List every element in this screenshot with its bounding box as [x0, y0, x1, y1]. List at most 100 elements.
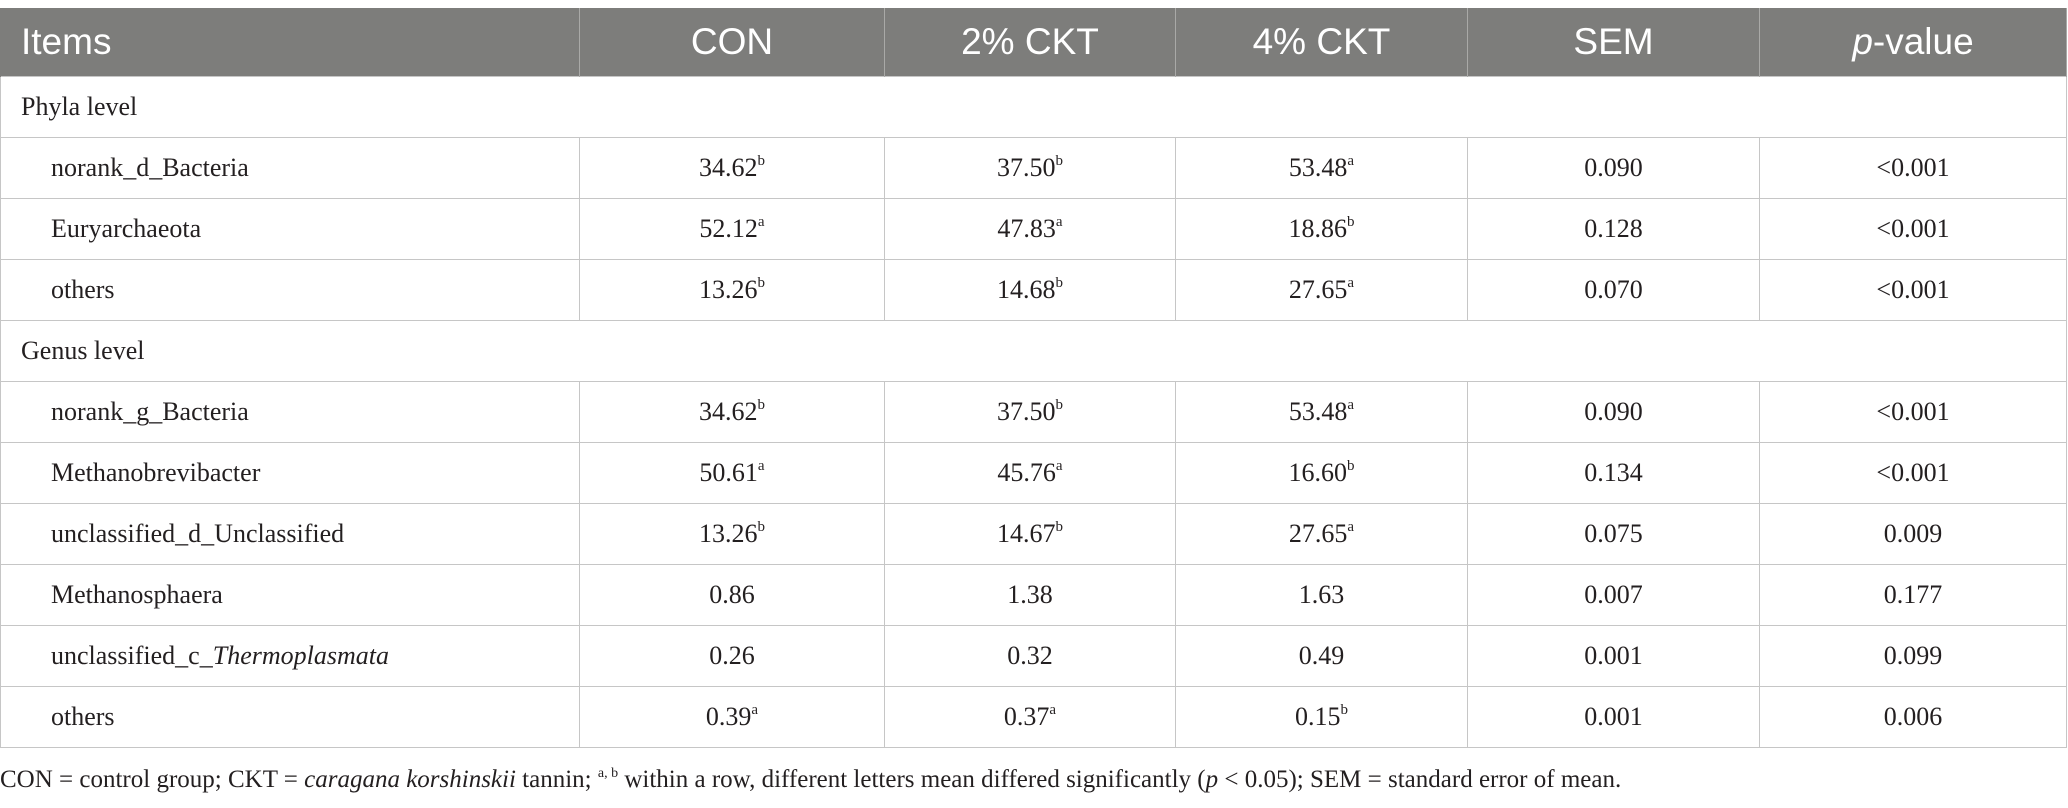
cell-2-ckt: 47.83a [884, 198, 1176, 260]
row-item-name: unclassified_c_ [51, 641, 213, 670]
cell-con-value: 34.62 [699, 153, 758, 182]
cell-p-value: 0.177 [1759, 564, 2067, 626]
cell-p-value: <0.001 [1759, 442, 2067, 504]
footnote-part4: within a row, different letters mean dif… [618, 766, 1206, 793]
cell-con-letter: b [757, 275, 766, 291]
cell-2-ckt-value: 47.83 [997, 214, 1056, 243]
section-row: Phyla level [0, 76, 2067, 138]
table-row: norank_d_Bacteria 34.62b 37.50b 53.48a 0.090… [0, 137, 2067, 199]
row-item-cell: unclassified_d_Unclassified [0, 503, 580, 565]
cell-sem: 0.001 [1467, 686, 1760, 748]
cell-4-ckt-letter: b [1340, 702, 1349, 718]
cell-4-ckt: 1.63 [1175, 564, 1468, 626]
cell-2-ckt-letter: b [1055, 519, 1064, 535]
cell-2-ckt: 37.50b [884, 381, 1176, 443]
row-item-cell: others [0, 259, 580, 321]
cell-con-value: 50.61 [699, 458, 758, 487]
cell-sem: 0.090 [1467, 137, 1760, 199]
cell-sem: 0.001 [1467, 625, 1760, 687]
header-row: Items CON 2% CKT 4% CKT SEM p-value [0, 8, 2067, 77]
cell-2-ckt-value: 45.76 [997, 458, 1056, 487]
cell-p-value: <0.001 [1759, 198, 2067, 260]
cell-4-ckt: 18.86b [1175, 198, 1468, 260]
footnote-species: caragana korshinskii [304, 766, 516, 793]
table-row: Methanosphaera 0.86 1.38 1.63 0.007 0.177 [0, 564, 2067, 626]
cell-2-ckt-value: 37.50 [997, 153, 1056, 182]
cell-con: 0.26 [579, 625, 885, 687]
cell-con: 52.12a [579, 198, 885, 260]
table-row: unclassified_d_Unclassified 13.26b 14.67b 2… [0, 503, 2067, 565]
header-con: CON [579, 8, 885, 77]
table-row: unclassified_c_Thermoplasmata 0.26 0.32 0.4… [0, 625, 2067, 687]
cell-4-ckt: 53.48a [1175, 381, 1468, 443]
cell-4-ckt: 27.65a [1175, 259, 1468, 321]
header-sem: SEM [1467, 8, 1760, 77]
cell-4-ckt-letter: b [1347, 458, 1355, 474]
row-item-name: norank_g_Bacteria [51, 397, 249, 426]
footnote-part1: CON = control group; CKT = [0, 766, 305, 793]
cell-4-ckt-value: 1.63 [1298, 580, 1345, 609]
cell-4-ckt: 27.65a [1175, 503, 1468, 565]
table-row: Methanobrevibacter 50.61a 45.76a 16.60b 0.13… [0, 442, 2067, 504]
cell-4-ckt-value: 16.60 [1288, 458, 1348, 487]
cell-con: 13.26b [579, 259, 885, 321]
header-items: Items [0, 8, 580, 77]
cell-con-letter: a [757, 458, 765, 474]
cell-4-ckt: 16.60b [1175, 442, 1468, 504]
cell-sem: 0.090 [1467, 381, 1760, 443]
row-item-cell: norank_g_Bacteria [0, 381, 580, 443]
section-row: Genus level [0, 320, 2067, 382]
footnote-part6: < 0.05); SEM = standard error of mean. [1218, 766, 1622, 793]
cell-p-value: 0.009 [1759, 503, 2067, 565]
row-item-cell: norank_d_Bacteria [0, 137, 580, 199]
cell-con-value: 34.62 [699, 397, 758, 426]
cell-sem: 0.075 [1467, 503, 1760, 565]
cell-4-ckt-value: 18.86 [1288, 214, 1348, 243]
cell-2-ckt: 14.67b [884, 503, 1176, 565]
footnote-part3: tannin; [515, 766, 598, 793]
cell-con: 13.26b [579, 503, 885, 565]
table-body: Phyla level norank_d_Bacteria 34.62b 37.50b… [0, 76, 2067, 748]
cell-p-value: <0.001 [1759, 259, 2067, 321]
cell-con-letter: b [757, 397, 766, 413]
cell-4-ckt-letter: a [1347, 519, 1355, 535]
cell-2-ckt-value: 14.67 [997, 519, 1056, 548]
cell-4-ckt-value: 0.15 [1295, 702, 1341, 731]
cell-4-ckt-value: 53.48 [1288, 397, 1348, 426]
header-p-italic: p [1852, 21, 1873, 62]
cell-4-ckt-letter: a [1347, 153, 1355, 169]
cell-4-ckt-value: 53.48 [1288, 153, 1348, 182]
data-table: Items CON 2% CKT 4% CKT SEM p-value Phyl… [0, 8, 2067, 748]
row-item-name: Euryarchaeota [51, 214, 202, 243]
row-item-cell: others [0, 686, 580, 748]
cell-2-ckt-letter: a [1055, 458, 1063, 474]
header-2-ckt: 2% CKT [884, 8, 1176, 77]
table-row: Euryarchaeota 52.12a 47.83a 18.86b 0.128 <0.0… [0, 198, 2067, 260]
cell-4-ckt-value: 27.65 [1288, 519, 1348, 548]
table-footnote: CON = control group; CKT = caragana kors… [0, 766, 2068, 794]
cell-4-ckt: 0.49 [1175, 625, 1468, 687]
cell-2-ckt-value: 14.68 [997, 275, 1056, 304]
table-container: Items CON 2% CKT 4% CKT SEM p-value Phyl… [0, 8, 2068, 748]
cell-2-ckt-letter: b [1055, 397, 1064, 413]
cell-p-value: 0.099 [1759, 625, 2067, 687]
row-item-italic: Thermoplasmata [212, 641, 389, 670]
cell-2-ckt-value: 0.37 [1003, 702, 1050, 731]
cell-sem: 0.128 [1467, 198, 1760, 260]
cell-2-ckt-value: 37.50 [997, 397, 1056, 426]
cell-con: 34.62b [579, 381, 885, 443]
cell-con-value: 52.12 [699, 214, 758, 243]
cell-p-value: <0.001 [1759, 381, 2067, 443]
cell-2-ckt: 45.76a [884, 442, 1176, 504]
cell-4-ckt-letter: a [1347, 275, 1355, 291]
cell-2-ckt-value: 0.32 [1007, 641, 1053, 670]
cell-sem: 0.007 [1467, 564, 1760, 626]
cell-4-ckt: 0.15b [1175, 686, 1468, 748]
section-label: Phyla level [0, 76, 2067, 138]
cell-2-ckt-letter: b [1055, 153, 1064, 169]
footnote-p: p [1205, 766, 1219, 793]
cell-con-letter: b [757, 153, 766, 169]
table-row: others 0.39a 0.37a 0.15b 0.001 0.006 [0, 686, 2067, 748]
cell-con: 0.86 [579, 564, 885, 626]
cell-con-value: 0.39 [705, 702, 752, 731]
